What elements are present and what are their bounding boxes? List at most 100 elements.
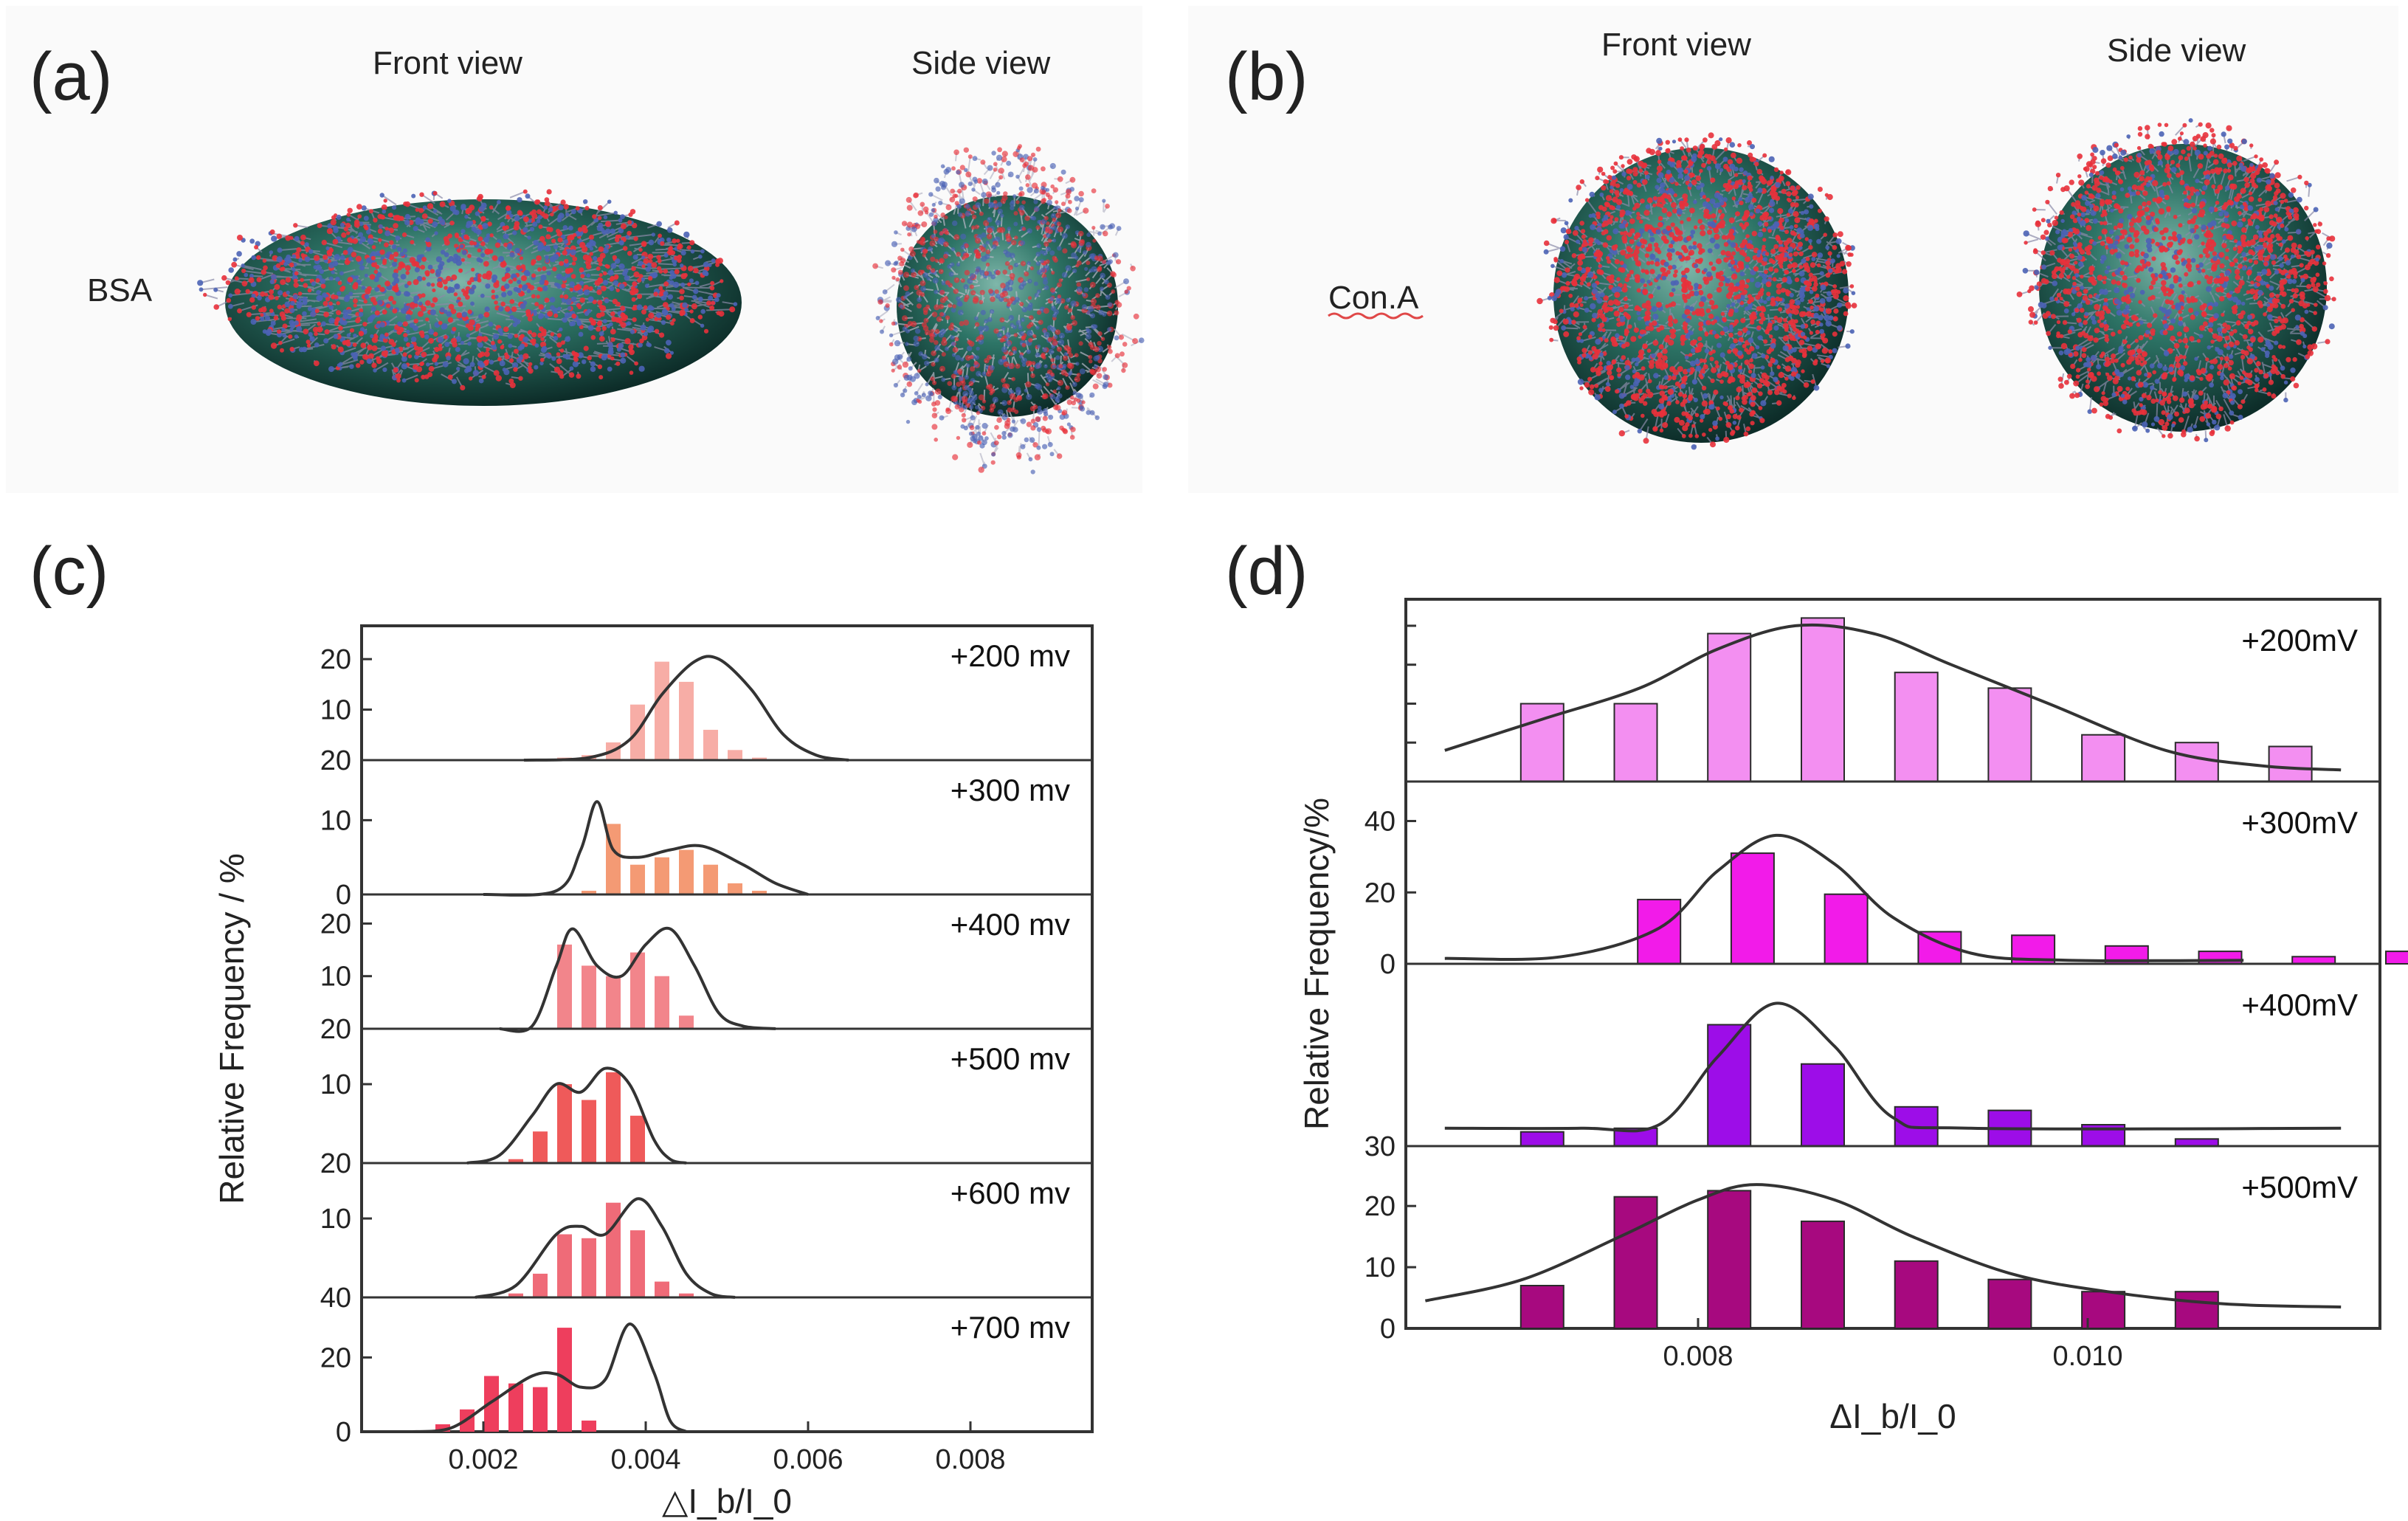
panel-a-side-view-label: Side view	[911, 45, 1051, 81]
chart-d: +200mV 0 20 40 +300mV 30 +400mV 0 10 20 +500mV 0.00…	[1297, 598, 2408, 1435]
chart-d-panel-1: 0 20 40 +300mV	[1365, 780, 2408, 980]
y-tick-label: 20	[320, 908, 351, 939]
bar	[1824, 893, 1869, 965]
fit-curve	[1444, 1001, 2342, 1133]
bar	[582, 1420, 596, 1432]
bar	[508, 1159, 523, 1163]
spell-underline	[1328, 312, 1424, 320]
bar	[630, 952, 645, 1029]
fit-curve	[499, 926, 776, 1033]
bar	[533, 1387, 548, 1432]
series-label: +500 mv	[951, 1041, 1070, 1076]
bar	[606, 976, 621, 1029]
chart-c-panel-5: 0 20 +700 mv	[320, 1296, 1092, 1448]
bsa-front-structure	[197, 189, 738, 391]
bar	[655, 1281, 669, 1297]
y-tick-label: 30	[1365, 1131, 1396, 1162]
fit-curve	[483, 800, 809, 897]
bar	[2385, 951, 2408, 965]
bar	[533, 1273, 548, 1297]
bar	[2268, 745, 2313, 782]
series-label: +300 mv	[951, 773, 1070, 807]
y-tick-label: 10	[1365, 1252, 1396, 1283]
bar	[630, 864, 645, 894]
bar	[1519, 1131, 1564, 1147]
bar	[606, 1072, 621, 1163]
y-tick-label: 0	[336, 1417, 351, 1448]
y-tick-label: 0	[1380, 949, 1396, 980]
fit-curve	[1444, 623, 2342, 772]
panel-b-molecule-label: Con.A	[1328, 280, 1419, 316]
panel-d-label: (d)	[1225, 534, 1308, 609]
y-tick-label: 20	[320, 1014, 351, 1045]
y-tick-label: 40	[1365, 807, 1396, 838]
chart-d-panel-0: +200mV	[1406, 617, 2358, 783]
series-label: +400 mv	[951, 907, 1070, 942]
bar	[2081, 734, 2126, 783]
y-tick-label: 10	[320, 1069, 351, 1100]
chart-c-panel-4: 10 40 +600 mv	[320, 1162, 1092, 1314]
y-axis-label: Relative Frequency/%	[1297, 798, 1336, 1130]
panel-a-molecule-label: BSA	[87, 272, 153, 308]
y-tick-label: 10	[320, 695, 351, 726]
y-tick-label: 20	[320, 745, 351, 776]
bar	[630, 1230, 645, 1297]
x-tick-label: 0.006	[773, 1444, 843, 1475]
x-axis-label: ΔI_b/I_0	[1829, 1397, 1956, 1435]
bar	[1894, 672, 1939, 783]
bar	[1637, 898, 1682, 965]
bar	[582, 1238, 596, 1297]
bar	[1894, 1260, 1939, 1330]
bar	[703, 864, 718, 894]
chart-c-panel-3: 10 20 +500 mv	[320, 1027, 1092, 1179]
fit-curve	[466, 1066, 687, 1165]
y-tick-label: 20	[320, 1342, 351, 1373]
bar	[582, 965, 596, 1029]
chart-c: 10 20 20 +200 mv 0 10 +300 mv 10 20 20 +400 mv 10 20…	[213, 624, 1094, 1520]
series-label: +200 mv	[951, 638, 1070, 673]
fit-curve	[475, 1197, 736, 1299]
fit-curve	[1424, 1183, 2342, 1308]
bar	[1987, 687, 2032, 783]
chart-c-panel-1: 0 10 +300 mv	[320, 759, 1092, 911]
bar	[557, 944, 572, 1029]
bar	[484, 1376, 499, 1432]
bar	[1801, 617, 1845, 783]
bar	[1519, 703, 1564, 782]
bar	[679, 849, 694, 894]
bar	[728, 883, 742, 894]
bar	[655, 976, 669, 1029]
fit-curve	[523, 655, 849, 762]
bar	[1519, 1285, 1564, 1329]
panel-a-label: (a)	[30, 39, 112, 114]
bar	[508, 1383, 523, 1432]
panel-d: (d) +200mV 0 20 40 +300mV 30 +400mV 0 10 20 +500mV…	[1225, 534, 2408, 1435]
chart-d-panel-3: 0 10 20 +500mV	[1365, 1145, 2380, 1345]
panel-c: (c) 10 20 20 +200 mv 0 10 +300 mv 10 20 20 +400 mv…	[30, 534, 1094, 1520]
series-label: +300mV	[2241, 805, 2358, 840]
panel-a: (a) Front view Side view BSA	[6, 6, 1145, 493]
bar	[533, 1131, 548, 1163]
x-tick-label: 0.010	[2052, 1341, 2122, 1372]
x-axis-label: △I_b/I_0	[662, 1482, 792, 1520]
panel-b-front-view-label: Front view	[1601, 27, 1751, 63]
chart-d-panel-2: 30 +400mV	[1365, 962, 2380, 1162]
bar	[1801, 1063, 1845, 1147]
y-tick-label: 10	[320, 805, 351, 836]
bar	[728, 750, 742, 760]
panel-b: (b) Front view Side view Con.A	[1188, 6, 2398, 493]
y-tick-label: 20	[1365, 877, 1396, 908]
fit-curve	[410, 1322, 688, 1433]
bar	[679, 1015, 694, 1029]
bar	[582, 891, 596, 894]
series-label: +700 mv	[951, 1310, 1070, 1345]
bar	[557, 1084, 572, 1163]
x-tick-label: 0.008	[935, 1444, 1005, 1475]
bar	[1801, 1220, 1845, 1330]
bar	[606, 1202, 621, 1297]
bar	[1613, 703, 1658, 782]
bar	[655, 661, 669, 760]
y-tick-label: 10	[320, 1204, 351, 1235]
y-axis-label: Relative Frequency / %	[213, 853, 251, 1204]
